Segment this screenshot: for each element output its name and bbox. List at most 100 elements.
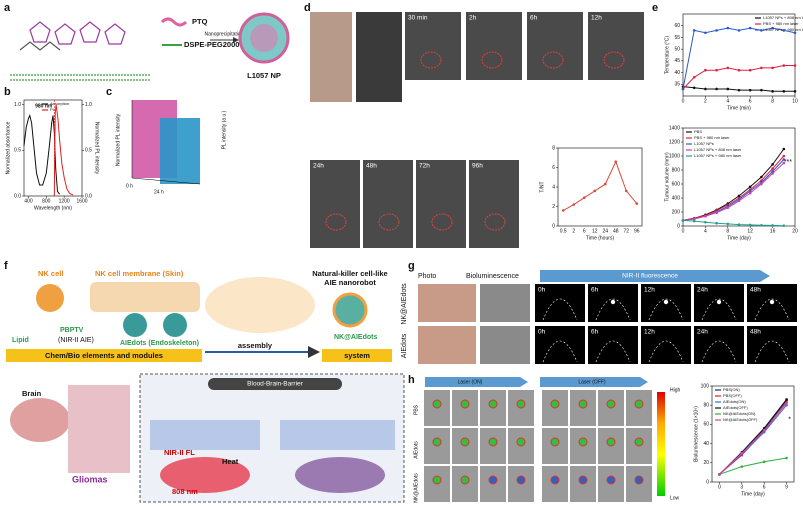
y-tick-label: 200 xyxy=(672,209,681,215)
nanorobot-icon xyxy=(332,292,368,328)
x-tick-label: 2 xyxy=(572,228,575,234)
y-tick-label: 80 xyxy=(703,403,709,409)
point xyxy=(762,460,766,464)
point xyxy=(793,31,797,35)
column-header: NIR-II fluorescence xyxy=(622,273,678,280)
point xyxy=(760,88,763,92)
signal xyxy=(488,437,498,447)
label: system xyxy=(344,351,370,360)
tumor-roi xyxy=(542,51,564,69)
y-axis-title: Tumour volume (mm³) xyxy=(664,152,670,202)
label: Low xyxy=(670,495,680,501)
point xyxy=(726,206,730,210)
point xyxy=(782,64,786,67)
aiedots-icon xyxy=(163,313,187,337)
point xyxy=(737,88,741,92)
header-arrow xyxy=(425,377,528,387)
point xyxy=(785,456,788,460)
point xyxy=(704,87,707,91)
x-tick-label: 12 xyxy=(747,228,753,234)
time-label: 0h xyxy=(538,329,546,336)
tumor-roi xyxy=(484,213,506,231)
signal xyxy=(578,475,588,485)
y-axis-title: Temperature (°C) xyxy=(664,35,670,74)
point xyxy=(793,90,797,93)
bioluminescence-image xyxy=(480,284,530,322)
point xyxy=(782,29,786,32)
series-line xyxy=(719,457,787,475)
polymer-structure xyxy=(10,21,150,81)
category: 0 h xyxy=(126,183,133,189)
point xyxy=(760,182,763,186)
point xyxy=(737,194,741,198)
tumor-roi xyxy=(603,51,625,69)
point xyxy=(704,220,707,224)
point xyxy=(737,199,741,203)
signal xyxy=(516,437,526,447)
skull-outline xyxy=(701,340,737,363)
y-tick-label: 50 xyxy=(674,46,680,52)
point xyxy=(771,90,774,93)
column-header: Photo xyxy=(418,273,436,280)
time-label: 2h xyxy=(469,15,477,22)
x-tick-label: 6 xyxy=(583,228,586,234)
banner xyxy=(322,349,392,362)
y-tick-label: 35 xyxy=(674,82,680,88)
legend-label: Absorption xyxy=(50,101,69,106)
signal xyxy=(606,475,616,485)
annotation: * xyxy=(788,416,791,423)
point xyxy=(624,189,628,193)
point xyxy=(692,75,696,79)
x-tick-label: 4 xyxy=(704,228,707,234)
point xyxy=(692,217,696,221)
x-axis-title: Wavelength (nm) xyxy=(34,205,72,211)
skull-outline xyxy=(754,298,790,321)
point xyxy=(748,223,752,227)
point xyxy=(737,223,741,226)
fusion-icon xyxy=(205,277,315,333)
signal xyxy=(550,475,560,485)
label: Nanoprecipitation xyxy=(205,31,244,37)
nir-image xyxy=(469,160,519,248)
photo xyxy=(418,284,476,322)
x-tick-label: 0.5 xyxy=(560,228,567,234)
x-tick-label: 400 xyxy=(24,198,33,204)
signal xyxy=(488,399,498,409)
signal xyxy=(550,437,560,447)
point xyxy=(692,219,696,223)
label: NK@AIEdots xyxy=(334,334,377,341)
legend-label: PBS + 980 nm laser xyxy=(763,21,799,26)
point xyxy=(782,158,786,161)
point xyxy=(748,191,752,195)
y-tick-label: 0.0 xyxy=(14,193,21,199)
point xyxy=(760,66,763,70)
y2-tick-label: 1.0 xyxy=(85,102,92,108)
x-tick-label: 72 xyxy=(623,228,629,234)
label: Gliomas xyxy=(72,474,108,484)
point xyxy=(726,87,730,91)
y-tick-label: 1200 xyxy=(669,139,680,145)
x-tick-label: 16 xyxy=(770,228,776,234)
label: Chem/Bio elements and modules xyxy=(45,351,163,360)
tumor-roi xyxy=(431,213,453,231)
legend-label: PBS + 980 nm laser xyxy=(694,135,730,140)
series-line xyxy=(682,162,785,221)
point xyxy=(726,222,730,226)
nir-image xyxy=(466,12,522,80)
y-tick-label: 800 xyxy=(672,167,681,173)
signal xyxy=(634,475,644,485)
nir-image xyxy=(363,160,413,248)
signal xyxy=(663,299,669,305)
point xyxy=(748,189,752,193)
point xyxy=(737,29,741,32)
x-tick-label: 1200 xyxy=(59,198,70,204)
series-line xyxy=(682,155,785,221)
row-label: NK@AIEdots xyxy=(413,473,419,503)
point xyxy=(715,211,718,214)
point xyxy=(771,66,774,70)
x-tick-label: 0 xyxy=(682,98,685,104)
x-tick-label: 96 xyxy=(634,228,640,234)
point xyxy=(726,26,730,30)
x-tick-label: 0 xyxy=(718,484,721,490)
time-label: 12h xyxy=(644,287,655,294)
